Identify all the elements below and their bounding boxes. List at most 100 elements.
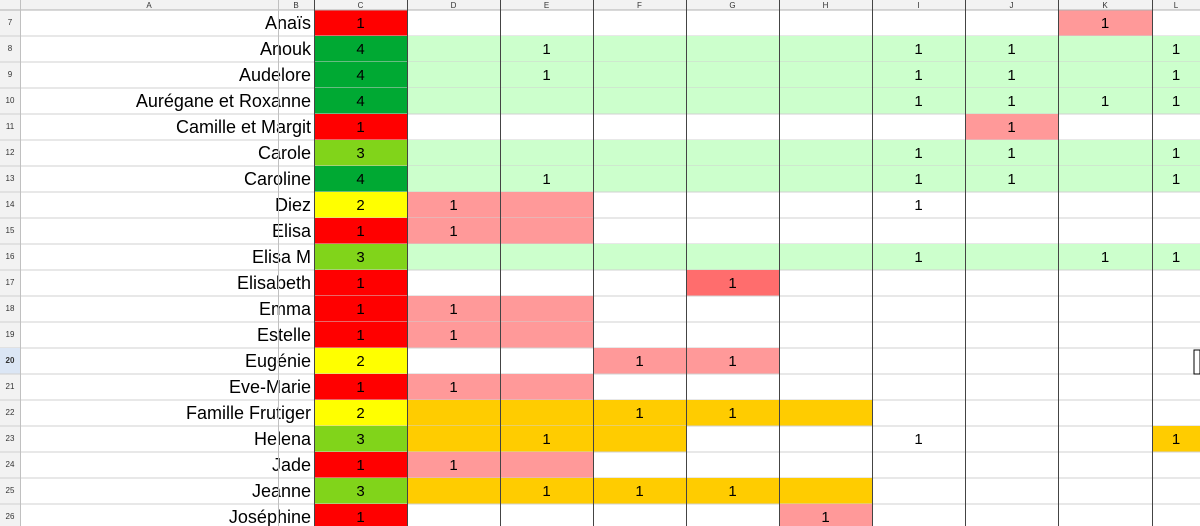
value-cell[interactable]: 1 [1172, 93, 1180, 110]
score-cell[interactable]: 2 [356, 405, 364, 422]
row-number[interactable]: 10 [6, 96, 15, 105]
value-cell[interactable]: 1 [449, 457, 457, 474]
value-cell[interactable]: 1 [1007, 119, 1015, 136]
name-cell[interactable]: Eugénie [245, 351, 311, 371]
name-cell[interactable]: Jade [272, 455, 311, 475]
value-cell[interactable]: 1 [635, 405, 643, 422]
score-cell[interactable]: 3 [356, 145, 364, 162]
row-number[interactable]: 23 [6, 434, 15, 443]
score-cell[interactable]: 1 [356, 301, 364, 318]
value-cell[interactable]: 1 [914, 171, 922, 188]
value-cell[interactable]: 1 [1007, 41, 1015, 58]
row-number[interactable]: 19 [6, 330, 15, 339]
score-cell[interactable]: 4 [356, 67, 364, 84]
row-number[interactable]: 15 [6, 226, 15, 235]
score-cell[interactable]: 4 [356, 171, 364, 188]
value-cell[interactable]: 1 [914, 431, 922, 448]
column-header[interactable]: J [1010, 1, 1014, 10]
column-header[interactable]: F [637, 1, 642, 10]
score-cell[interactable]: 3 [356, 483, 364, 500]
column-header[interactable]: E [544, 1, 549, 10]
row-number[interactable]: 17 [6, 278, 15, 287]
name-cell[interactable]: Camille et Margit [176, 117, 311, 137]
value-cell[interactable]: 1 [542, 67, 550, 84]
name-cell[interactable]: Emma [259, 299, 312, 319]
score-cell[interactable]: 3 [356, 249, 364, 266]
column-header[interactable]: K [1102, 1, 1108, 10]
name-cell[interactable]: Elisa [272, 221, 312, 241]
value-cell[interactable]: 1 [449, 301, 457, 318]
value-cell[interactable]: 1 [914, 145, 922, 162]
row-number[interactable]: 22 [6, 408, 15, 417]
name-cell[interactable]: Anaïs [265, 13, 311, 33]
value-cell[interactable]: 1 [1007, 171, 1015, 188]
score-cell[interactable]: 1 [356, 223, 364, 240]
value-cell[interactable]: 1 [1101, 93, 1109, 110]
score-cell[interactable]: 2 [356, 197, 364, 214]
row-number[interactable]: 9 [8, 70, 13, 79]
name-cell[interactable]: Audelore [239, 65, 311, 85]
value-cell[interactable]: 1 [914, 197, 922, 214]
value-cell[interactable]: 1 [728, 275, 736, 292]
value-cell[interactable]: 1 [728, 353, 736, 370]
value-cell[interactable]: 1 [1007, 145, 1015, 162]
value-cell[interactable]: 1 [1172, 145, 1180, 162]
column-header[interactable]: D [451, 1, 457, 10]
value-cell[interactable]: 1 [1172, 431, 1180, 448]
score-cell[interactable]: 1 [356, 327, 364, 344]
name-cell[interactable]: Elisabeth [237, 273, 311, 293]
value-cell[interactable]: 1 [449, 223, 457, 240]
value-cell[interactable]: 1 [449, 327, 457, 344]
name-cell[interactable]: Elisa M [252, 247, 311, 267]
name-cell[interactable]: Aurégane et Roxanne [136, 91, 311, 111]
score-cell[interactable]: 1 [356, 119, 364, 136]
value-cell[interactable]: 1 [914, 93, 922, 110]
name-cell[interactable]: Anouk [260, 39, 312, 59]
name-cell[interactable]: Helena [254, 429, 312, 449]
column-header[interactable]: A [146, 1, 152, 10]
value-cell[interactable]: 1 [542, 41, 550, 58]
value-cell[interactable]: 1 [914, 67, 922, 84]
column-header[interactable]: G [729, 1, 735, 10]
row-number[interactable]: 25 [6, 486, 15, 495]
value-cell[interactable]: 1 [1172, 171, 1180, 188]
column-header[interactable]: L [1174, 1, 1179, 10]
value-cell[interactable]: 1 [635, 353, 643, 370]
value-cell[interactable]: 1 [542, 483, 550, 500]
name-cell[interactable]: Eve-Marie [229, 377, 311, 397]
value-cell[interactable]: 1 [821, 509, 829, 526]
row-number[interactable]: 18 [6, 304, 15, 313]
column-header[interactable]: C [358, 1, 364, 10]
row-number[interactable]: 14 [6, 200, 15, 209]
score-cell[interactable]: 1 [356, 457, 364, 474]
name-cell[interactable]: Joséphine [229, 507, 311, 526]
row-number[interactable]: 20 [6, 356, 15, 365]
score-cell[interactable]: 2 [356, 353, 364, 370]
score-cell[interactable]: 1 [356, 509, 364, 526]
score-cell[interactable]: 3 [356, 431, 364, 448]
name-cell[interactable]: Estelle [257, 325, 311, 345]
name-cell[interactable]: Diez [275, 195, 311, 215]
score-cell[interactable]: 1 [356, 15, 364, 32]
value-cell[interactable]: 1 [1172, 249, 1180, 266]
score-cell[interactable]: 1 [356, 275, 364, 292]
score-cell[interactable]: 4 [356, 41, 364, 58]
row-number[interactable]: 8 [8, 44, 13, 53]
name-cell[interactable]: Jeanne [252, 481, 311, 501]
value-cell[interactable]: 1 [449, 197, 457, 214]
name-cell[interactable]: Caroline [244, 169, 311, 189]
row-number[interactable]: 16 [6, 252, 15, 261]
value-cell[interactable]: 1 [914, 249, 922, 266]
name-cell[interactable]: Famille Frutiger [186, 403, 311, 423]
value-cell[interactable]: 1 [635, 483, 643, 500]
value-cell[interactable]: 1 [728, 483, 736, 500]
column-header[interactable]: I [917, 1, 919, 10]
value-cell[interactable]: 1 [1172, 41, 1180, 58]
value-cell[interactable]: 1 [914, 41, 922, 58]
value-cell[interactable]: 1 [1007, 67, 1015, 84]
score-cell[interactable]: 4 [356, 93, 364, 110]
row-number[interactable]: 7 [8, 18, 13, 27]
value-cell[interactable]: 1 [542, 171, 550, 188]
value-cell[interactable]: 1 [449, 379, 457, 396]
value-cell[interactable]: 1 [1101, 15, 1109, 32]
